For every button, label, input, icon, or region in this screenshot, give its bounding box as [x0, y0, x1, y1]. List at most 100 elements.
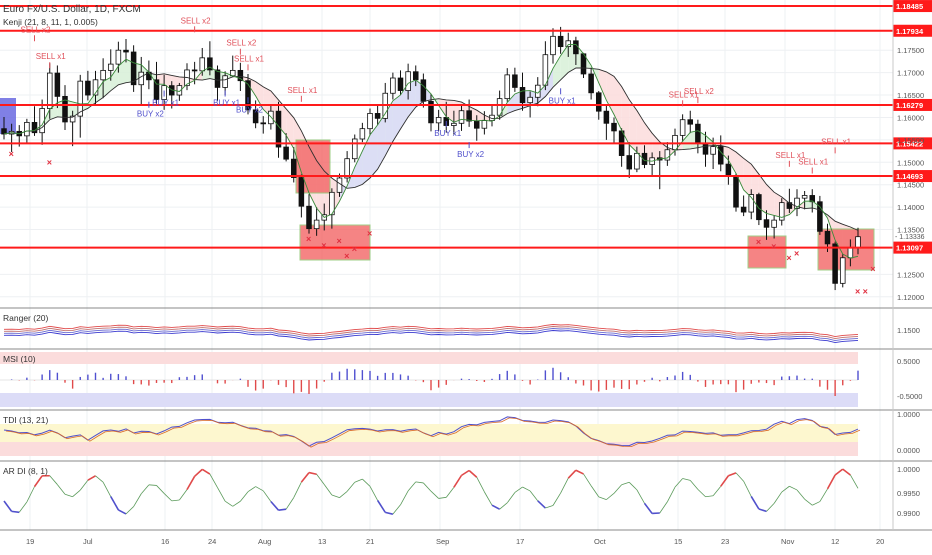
indicator-tick: 0.0000: [897, 446, 920, 455]
price-tick-label: 1.16000: [897, 113, 924, 122]
candle-body-up: [314, 220, 319, 229]
sell-signal-label: SELL x1: [798, 158, 828, 167]
candle-body-down: [688, 120, 693, 124]
x-marker: ×: [870, 264, 875, 274]
x-marker: ×: [321, 240, 326, 250]
indicator-name: MSI (10): [3, 354, 36, 364]
candle-body-down: [604, 111, 609, 123]
candle-body-down: [86, 81, 91, 95]
chart-subtitle: Kenji (21, 8, 11, 1, 0.005): [3, 17, 98, 27]
indicator-tick: 0.9900: [897, 509, 920, 518]
candle: [833, 242, 838, 290]
x-marker: ×: [47, 157, 52, 167]
price-tick-label: 1.17500: [897, 46, 924, 55]
candle-body-up: [452, 123, 457, 125]
candle-body-up: [391, 78, 396, 93]
buy-signal-label: BUY x2: [236, 105, 264, 114]
candle-body-up: [482, 121, 487, 129]
level-tag-label: 1.13097: [896, 244, 923, 253]
sell-signal-label: SELL x1: [287, 86, 317, 95]
candle-body-up: [360, 129, 365, 139]
candle-body-down: [238, 70, 243, 80]
current-price-label: - 1.13336: [895, 234, 925, 241]
candle-body-up: [848, 247, 853, 257]
candle: [734, 173, 739, 212]
date-tick-label: 16: [161, 537, 169, 546]
candle-body-down: [398, 78, 403, 91]
x-marker: ×: [344, 251, 349, 261]
indicator-tick: 1.0000: [897, 465, 920, 474]
candle-body-down: [276, 111, 281, 147]
indicator-name: AR DI (8, 1): [3, 466, 48, 476]
msi-band-bottom: [0, 393, 858, 407]
sell-signal-label: SELL x2: [226, 39, 256, 48]
level-tag-label: 1.16279: [896, 101, 923, 110]
date-tick-label: Oct: [594, 537, 607, 546]
x-marker: ×: [756, 237, 761, 247]
candle-body-up: [406, 72, 411, 91]
x-marker: ×: [9, 149, 14, 159]
candle-body-up: [101, 70, 106, 79]
candle-body-down: [558, 36, 563, 46]
candle-body-down: [291, 159, 296, 177]
x-marker: ×: [855, 287, 860, 297]
candle-body-down: [726, 164, 731, 176]
candle: [352, 134, 357, 162]
candle-body-down: [192, 70, 197, 71]
zone-box: [748, 236, 786, 268]
x-marker: ×: [786, 253, 791, 263]
candle-body-up: [108, 64, 113, 70]
sell-signal-label: SELL x2: [684, 87, 714, 96]
candle-body-down: [825, 231, 830, 244]
price-tick-label: 1.12000: [897, 293, 924, 302]
price-tick-label: 1.14500: [897, 181, 924, 190]
candle-body-up: [802, 195, 807, 198]
candle-body-down: [696, 124, 701, 143]
level-tag-label: 1.17934: [896, 27, 924, 36]
price-tick-label: 1.15500: [897, 136, 924, 145]
x-marker: ×: [352, 244, 357, 254]
candle: [818, 196, 823, 235]
candle-body-down: [757, 195, 762, 220]
candle-body-down: [833, 244, 838, 283]
date-tick-label: 23: [721, 537, 729, 546]
candle: [131, 45, 136, 92]
x-marker: ×: [863, 287, 868, 297]
price-tick-label: 1.12500: [897, 270, 924, 279]
date-tick-label: 17: [516, 537, 524, 546]
indicator-tick: 0.5000: [897, 357, 920, 366]
date-tick-label: Aug: [258, 537, 271, 546]
tdi-band-low: [0, 442, 858, 456]
indicator-tick: 0.9950: [897, 489, 920, 498]
x-marker: ×: [306, 234, 311, 244]
price-tick-label: 1.17000: [897, 69, 924, 78]
indicator-name: TDI (13, 21): [3, 415, 49, 425]
candle-body-down: [307, 206, 312, 228]
candle-body-up: [368, 113, 373, 128]
sell-signal-label: SELL x1: [821, 137, 851, 146]
candle-body-down: [764, 220, 769, 228]
candle-body-down: [131, 52, 136, 85]
candle-body-down: [513, 75, 518, 88]
date-tick-label: 15: [674, 537, 682, 546]
candle-body-down: [2, 129, 7, 134]
buy-signal-label: BUY x2: [457, 150, 485, 159]
date-tick-label: 21: [366, 537, 374, 546]
candle-body-down: [734, 176, 739, 207]
candle-body-up: [528, 97, 533, 102]
tdi-band: [0, 424, 858, 442]
candle-body-down: [741, 207, 746, 212]
buy-signal-label: BUY x1: [152, 99, 180, 108]
candle-body-down: [612, 123, 617, 131]
candle-body-up: [772, 220, 777, 227]
candle-body-down: [574, 41, 579, 54]
candle-body-down: [284, 147, 289, 159]
indicator-tick: -0.5000: [897, 392, 922, 401]
candle-body-down: [627, 156, 632, 169]
level-tag-label: 1.14693: [896, 172, 923, 181]
price-tick-label: 1.14000: [897, 203, 924, 212]
date-tick-label: 24: [208, 537, 216, 546]
candle-body-down: [520, 87, 525, 102]
candle-body-down: [261, 123, 266, 124]
